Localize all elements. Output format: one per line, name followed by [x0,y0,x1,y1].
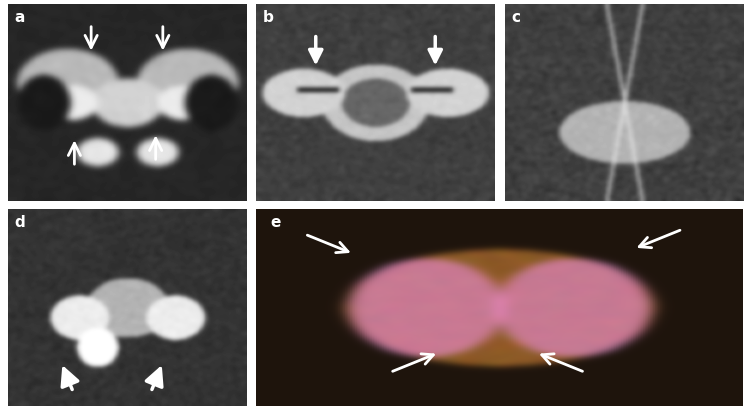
Text: e: e [270,215,281,231]
Text: b: b [263,10,274,25]
Text: a: a [15,10,25,25]
Text: d: d [15,215,26,231]
Text: c: c [511,10,520,25]
